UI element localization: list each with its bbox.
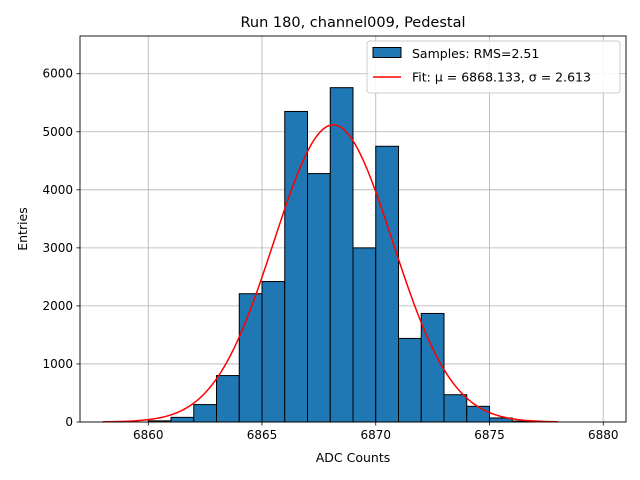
histogram-bar: [261, 281, 286, 423]
y-tick-label: 3000: [42, 241, 73, 255]
legend-samples-swatch: [372, 47, 402, 58]
y-tick-label: 0: [65, 415, 73, 429]
legend-samples-label: Samples: RMS=2.51: [412, 46, 539, 61]
histogram-bars: [147, 87, 536, 423]
histogram-bar: [170, 416, 195, 423]
fit-curve: [102, 124, 558, 423]
histogram-bar: [193, 404, 217, 423]
histogram-bar: [443, 394, 468, 423]
chart-title: Run 180, channel009, Pedestal: [240, 15, 465, 31]
y-tick-label: 6000: [42, 67, 73, 81]
y-tick-label: 4000: [42, 183, 73, 197]
x-axis-label: ADC Counts: [316, 450, 391, 465]
x-tick-label: 6870: [360, 428, 391, 442]
histogram-bar: [329, 87, 354, 423]
histogram-bar: [307, 173, 331, 423]
x-axis-ticks: 6860 6865 6870 6875 6880: [133, 422, 619, 442]
histogram-bar: [238, 293, 263, 423]
x-tick-label: 6880: [588, 428, 619, 442]
histogram-bar: [216, 375, 240, 423]
y-tick-label: 5000: [42, 125, 73, 139]
histogram-bar: [352, 247, 377, 423]
y-tick-label: 2000: [42, 299, 73, 313]
y-axis-label: Entries: [15, 207, 30, 251]
histogram-bar: [398, 337, 422, 423]
histogram-bar: [375, 145, 399, 423]
x-tick-label: 6860: [133, 428, 164, 442]
plot-frame: [79, 35, 627, 423]
x-tick-label: 6865: [247, 428, 278, 442]
legend-box: [366, 40, 621, 94]
legend: Samples: RMS=2.51 Fit: μ = 6868.133, σ =…: [366, 40, 621, 94]
histogram-bar: [466, 405, 490, 423]
y-tick-label: 1000: [42, 357, 73, 371]
legend-fit-label: Fit: μ = 6868.133, σ = 2.613: [412, 70, 591, 85]
x-tick-label: 6875: [474, 428, 505, 442]
y-axis-ticks: 0 1000 2000 3000 4000 5000 6000: [42, 67, 80, 429]
